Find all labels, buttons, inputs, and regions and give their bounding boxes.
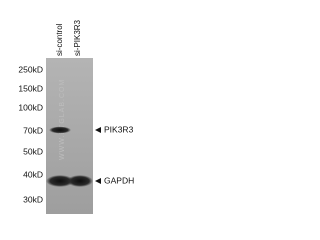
page: {"lane_labels": ["si-control", "si-PIK3R… (0, 0, 150, 214)
western-blot: WWW.PTGLAB.COM si-control si-PIK3R3 250k… (18, 19, 134, 214)
marker-label: 70kD (23, 125, 43, 135)
band (67, 175, 93, 187)
lane-label: si-control (55, 23, 64, 56)
marker-label: 30kD (23, 194, 43, 204)
marker-label: 100kD (18, 102, 43, 112)
marker-label: 250kD (18, 64, 43, 74)
band (49, 126, 71, 134)
lane-label: si-PIK3R3 (73, 19, 82, 56)
watermark: WWW.PTGLAB.COM (59, 79, 66, 160)
arrow (95, 127, 101, 133)
marker-label: 150kD (18, 83, 43, 93)
band (46, 175, 74, 187)
arrow (95, 178, 101, 184)
band-label: PIK3R3 (104, 124, 134, 134)
membrane (46, 58, 93, 214)
marker-label: 40kD (23, 169, 43, 179)
marker-label: 50kD (23, 146, 43, 156)
band-label: GAPDH (104, 175, 134, 185)
